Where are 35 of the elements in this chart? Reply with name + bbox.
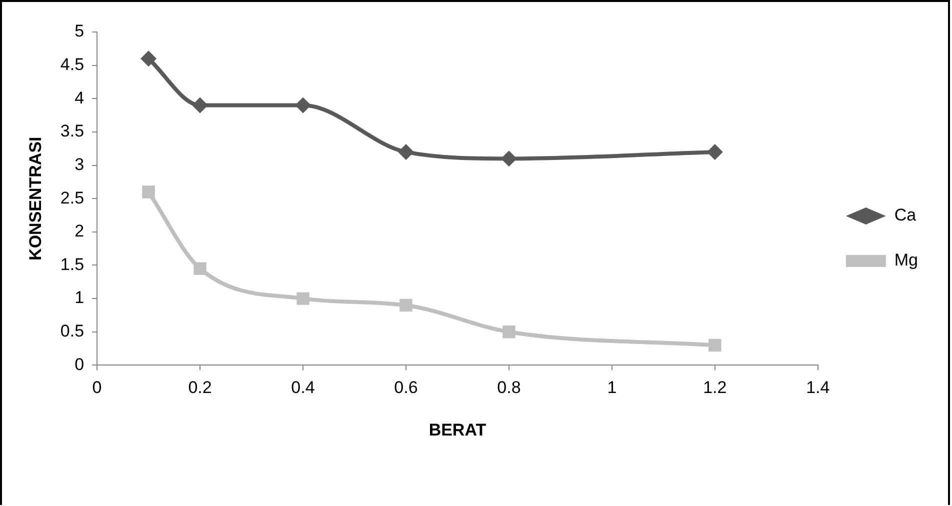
x-tick-label: 1.2 — [703, 378, 727, 398]
point — [400, 298, 412, 312]
y-tick-label: 3 — [74, 154, 84, 174]
x-tick-label: 1.4 — [806, 378, 830, 398]
y-tick-label: 2.5 — [60, 188, 84, 208]
x-axis-title: BERAT — [428, 420, 487, 440]
y-tick-label: 0 — [74, 354, 84, 374]
legend-label: Mg — [894, 250, 918, 270]
y-tick-label: 5 — [74, 22, 84, 41]
x-tick-label: 0.2 — [188, 378, 212, 398]
x-tick-label: 0.4 — [291, 378, 315, 398]
y-tick-label: 4.5 — [60, 55, 84, 74]
point — [192, 97, 208, 114]
point — [194, 262, 206, 275]
y-tick-label: 3.5 — [60, 122, 84, 141]
y-axis-title: KONSENTRASI — [26, 136, 45, 260]
legend-label: Ca — [894, 206, 917, 225]
point — [294, 97, 311, 114]
point — [398, 144, 414, 160]
point — [500, 150, 517, 167]
y-tick-label: 4 — [74, 88, 84, 108]
y-tick-label: 2 — [74, 222, 84, 241]
y-tick-label: 1.5 — [60, 254, 84, 274]
x-tick-label: 1 — [607, 378, 617, 398]
point — [502, 326, 516, 338]
point — [140, 50, 157, 67]
y-tick-label: 1 — [74, 288, 84, 308]
x-tick-label: 0.8 — [497, 378, 521, 398]
x-tick-label: 0.6 — [394, 378, 418, 398]
point — [142, 186, 155, 198]
point — [296, 292, 310, 305]
y-tick-label: 0.5 — [60, 322, 84, 341]
point — [708, 338, 722, 352]
x-tick-label: 0 — [92, 378, 102, 398]
point — [706, 144, 723, 160]
